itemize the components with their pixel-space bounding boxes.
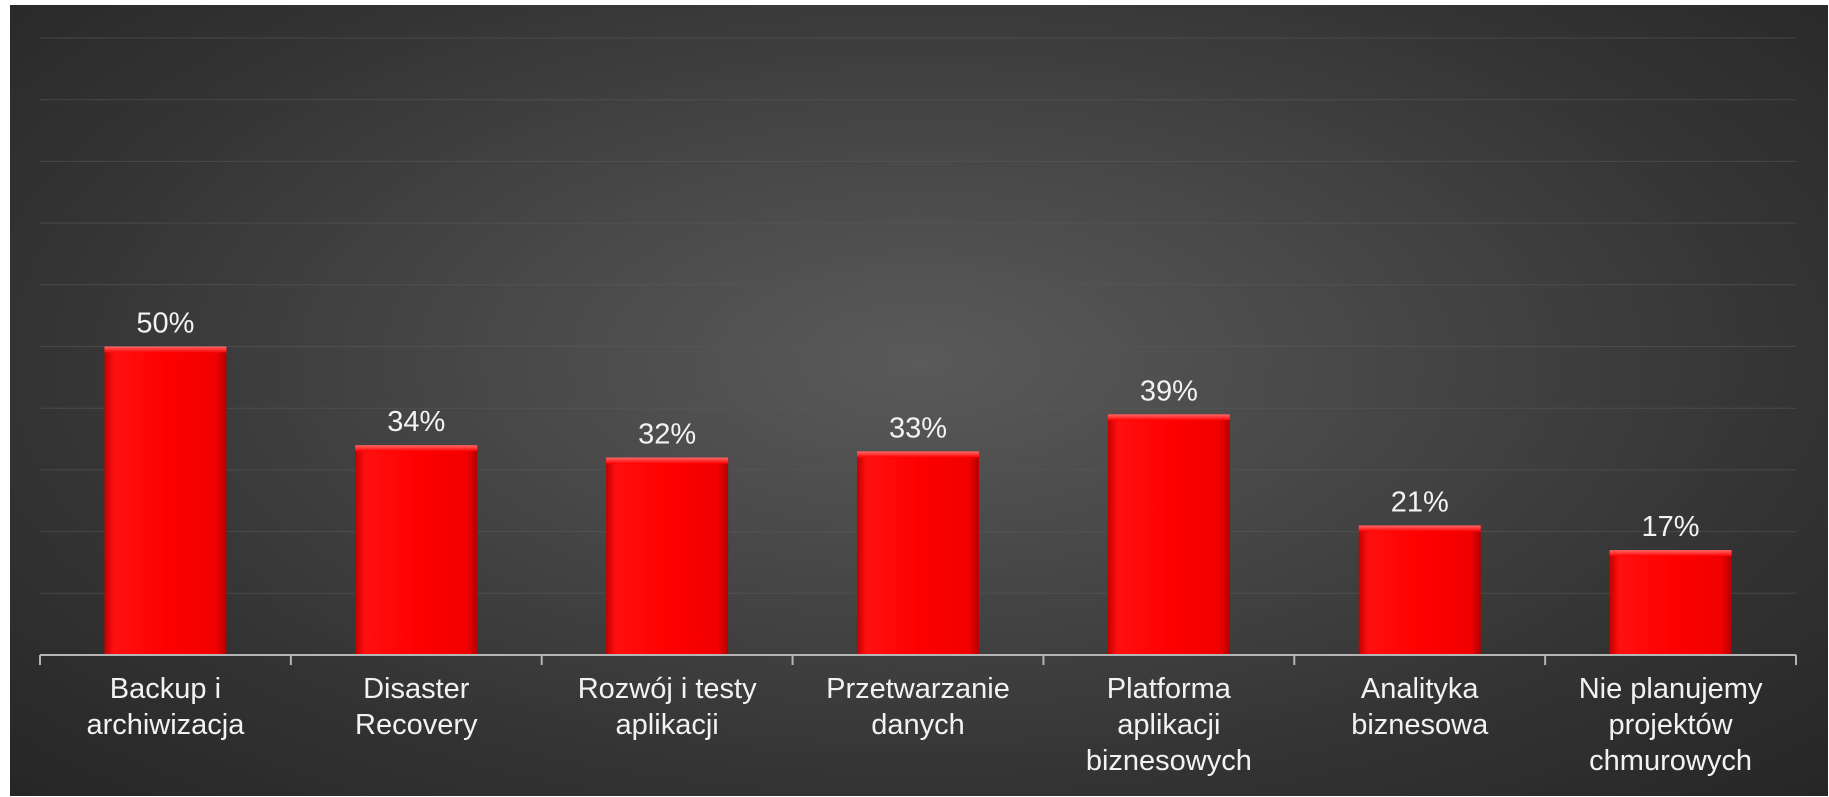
category-label-line: aplikacji [616, 709, 719, 741]
category-label-line: chmurowych [1589, 745, 1752, 777]
bar [1358, 525, 1481, 655]
bar-bevel [104, 346, 227, 353]
category-label-line: Disaster [363, 673, 470, 705]
category-label: Rozwój i testy aplikacji [578, 673, 757, 741]
category-label: Disaster Recovery [355, 673, 478, 741]
category-label-line: biznesowa [1351, 709, 1489, 741]
category-label-line: Przetwarzanie [826, 673, 1010, 705]
data-label: 34% [387, 406, 445, 438]
bar [857, 451, 979, 655]
data-label: 50% [136, 308, 194, 340]
data-label: 32% [638, 419, 696, 451]
category-label: Platforma aplikacji biznesowych [1086, 673, 1252, 777]
bar-body [606, 457, 729, 655]
category-label-line: biznesowych [1086, 745, 1252, 777]
bars [104, 346, 1732, 655]
data-label: 17% [1642, 511, 1700, 543]
bar-bevel [355, 445, 478, 452]
gridlines [40, 37, 1796, 594]
bar [104, 346, 227, 655]
data-label: 39% [1140, 375, 1198, 407]
bar-bevel [606, 457, 729, 464]
bar-body [857, 451, 979, 655]
bar-bevel [1107, 414, 1230, 421]
bar-body [1358, 525, 1481, 655]
category-label-line: Backup i [110, 673, 221, 705]
category-label-line: aplikacji [1117, 709, 1220, 741]
bar [355, 445, 478, 655]
bar-body [1107, 414, 1230, 655]
category-label-line: Rozwój i testy [578, 673, 757, 705]
category-label-line: danych [871, 709, 965, 741]
category-label-line: Recovery [355, 709, 478, 741]
bar [606, 457, 729, 655]
x-axis [39, 654, 1797, 665]
category-label-line: Platforma [1107, 673, 1232, 705]
bar-bevel [1609, 550, 1732, 557]
category-label-line: projektów [1609, 709, 1734, 741]
bar-bevel [857, 451, 979, 458]
category-label: Nie planujemy projektów chmurowych [1579, 673, 1763, 777]
category-label: Backup i archiwizacja [86, 673, 245, 741]
bar-body [1609, 550, 1732, 655]
category-label: Analityka biznesowa [1351, 673, 1489, 741]
category-label-line: Analityka [1361, 673, 1480, 705]
bar-body [355, 445, 478, 655]
bar [1609, 550, 1732, 655]
data-labels: 50% 34% 32% 33% 39% 21% 17% [136, 308, 1699, 544]
data-label: 33% [889, 412, 947, 444]
category-label: Przetwarzanie danych [826, 673, 1010, 741]
bar-chart: 50% 34% 32% 33% 39% 21% 17% Backup i archiwizac… [39, 37, 1797, 777]
bar [1107, 414, 1230, 655]
bar-body [104, 346, 227, 655]
bar-bevel [1358, 525, 1481, 532]
chart-area: 50% 34% 32% 33% 39% 21% 17% Backup i archiwizac… [10, 5, 1828, 796]
category-label-line: Nie planujemy [1579, 673, 1763, 705]
data-label: 21% [1391, 486, 1449, 518]
category-labels: Backup i archiwizacja Disaster Recovery Rozw… [86, 673, 1762, 777]
category-label-line: archiwizacja [86, 709, 245, 741]
